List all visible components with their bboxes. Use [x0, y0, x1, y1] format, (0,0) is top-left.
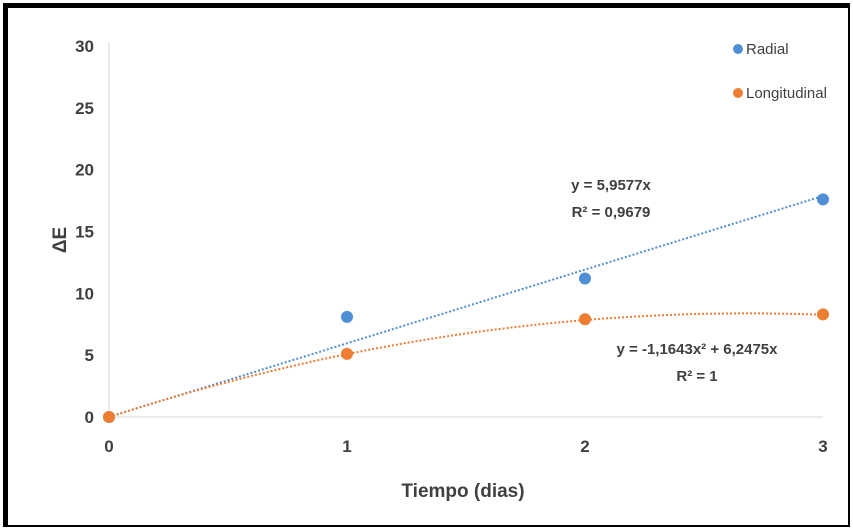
radial-trend-equation: y = 5,9577x	[571, 177, 651, 194]
legend-label-longitudinal: Longitudinal	[746, 85, 827, 102]
legend-marker-longitudinal	[733, 88, 743, 98]
x-axis-title: Tiempo (dias)	[401, 481, 524, 502]
point-longitudinal	[579, 313, 591, 326]
x-axis-ticks: 0 1 2 3	[104, 437, 827, 456]
radial-trend-r2: R² = 0,9679	[572, 204, 651, 221]
y-tick-label: 30	[75, 37, 94, 56]
y-tick-label: 10	[75, 284, 94, 303]
y-tick-label: 5	[85, 346, 94, 365]
x-tick-label: 0	[104, 437, 113, 456]
point-longitudinal	[817, 308, 829, 321]
y-tick-label: 25	[75, 99, 94, 118]
point-radial	[579, 272, 591, 285]
point-longitudinal	[341, 347, 353, 360]
y-axis-title: ΔE	[50, 227, 71, 253]
x-tick-label: 2	[580, 437, 589, 456]
trendline-radial	[108, 195, 824, 418]
y-tick-label: 15	[75, 223, 94, 242]
x-tick-label: 1	[342, 437, 351, 456]
x-tick-label: 3	[818, 437, 827, 456]
legend-label-radial: Radial	[746, 41, 789, 58]
longitudinal-trend-r2: R² = 1	[676, 368, 717, 385]
point-longitudinal	[103, 411, 115, 423]
data-points	[103, 193, 829, 423]
chart-frame	[3, 3, 850, 527]
trendlines	[108, 195, 824, 418]
y-tick-label: 20	[75, 161, 94, 180]
legend: Radial Longitudinal	[733, 41, 827, 102]
legend-marker-radial	[733, 44, 743, 54]
point-radial	[817, 193, 829, 206]
point-radial	[341, 310, 353, 323]
trendline-longitudinal	[108, 312, 824, 418]
y-tick-label: 0	[85, 408, 94, 427]
y-axis-ticks: 0 5 10 15 20 25 30	[75, 37, 94, 427]
longitudinal-trend-equation: y = -1,1643x² + 6,2475x	[617, 341, 779, 358]
